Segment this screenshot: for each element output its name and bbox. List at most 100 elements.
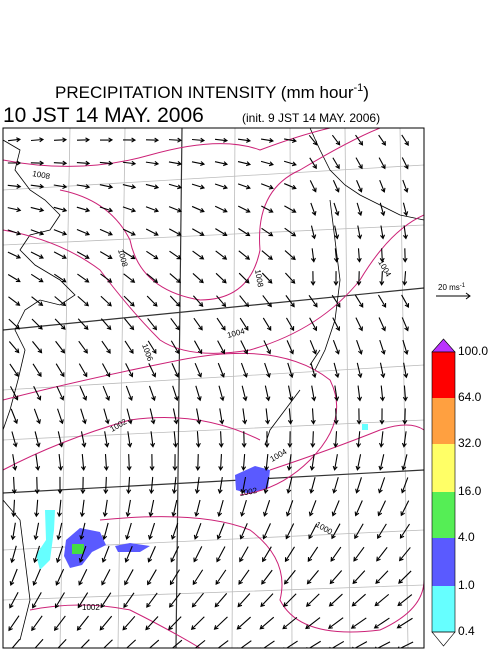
wind-arrow <box>403 362 409 379</box>
wind-arrow <box>168 616 182 631</box>
wind-arrow <box>147 318 158 331</box>
wind-arrow <box>328 640 345 648</box>
wind-arrow <box>124 569 134 586</box>
wind-arrow <box>31 296 44 307</box>
wind-arrow <box>306 570 319 585</box>
wind-arrow <box>287 408 293 425</box>
vector-key-text: 20 ms <box>438 283 460 292</box>
wind-vectors <box>7 134 414 648</box>
wind-arrow <box>7 207 22 213</box>
colorbar-label: 0.4 <box>458 624 475 638</box>
wind-arrow <box>356 271 362 286</box>
wind-arrow <box>102 385 110 401</box>
wind-arrow <box>310 408 316 425</box>
wind-arrow <box>149 476 155 495</box>
wind-arrow <box>195 431 201 448</box>
wind-arrow <box>238 250 251 260</box>
colorbar-frame <box>431 351 456 633</box>
wind-arrow <box>30 206 45 213</box>
wind-arrow <box>265 408 270 425</box>
wind-arrow <box>77 592 89 609</box>
wind-arrow <box>31 615 43 632</box>
wind-arrow <box>168 161 183 166</box>
title: PRECIPITATION INTENSITY (mm hour-1) <box>55 82 369 102</box>
wind-arrow <box>311 385 317 402</box>
wind-arrow <box>261 205 274 213</box>
wind-arrow <box>192 273 204 284</box>
wind-arrow <box>309 477 316 494</box>
wind-arrow <box>103 639 113 648</box>
wind-arrow <box>148 522 156 540</box>
wind-arrow <box>32 592 42 609</box>
wind-arrow <box>218 431 224 448</box>
wind-arrow <box>10 522 16 541</box>
wind-arrow <box>168 592 181 608</box>
wind-arrow <box>147 546 156 563</box>
wind-arrow <box>9 568 18 587</box>
wind-arrow <box>146 295 158 307</box>
wind-arrow <box>355 317 363 332</box>
wind-arrow <box>80 408 87 425</box>
wind-arrow <box>352 570 366 585</box>
wind-arrow <box>264 362 271 379</box>
wind-arrow <box>145 228 159 236</box>
wind-arrow <box>239 317 249 331</box>
wind-arrow <box>57 431 64 448</box>
wind-arrow <box>399 523 410 539</box>
wind-arrow <box>214 137 229 143</box>
wind-arrow <box>99 615 113 631</box>
wind-arrow <box>123 273 136 283</box>
wind-arrow <box>32 568 41 586</box>
wind-arrow <box>56 499 62 518</box>
vector-key-label: 20 ms-1 <box>438 283 466 292</box>
wind-arrow <box>400 500 410 517</box>
wind-arrow <box>77 273 90 283</box>
wind-arrow <box>149 408 156 425</box>
wind-arrow <box>124 318 135 331</box>
wind-arrow <box>397 594 413 607</box>
wind-arrow <box>7 137 22 143</box>
wind-arrow <box>378 157 386 170</box>
wind-arrow <box>283 640 298 648</box>
wind-arrow <box>56 385 65 401</box>
wind-arrow <box>78 545 87 564</box>
isobar-label: 1004 <box>269 447 289 464</box>
wind-arrow <box>283 160 297 167</box>
wind-arrow <box>310 202 317 217</box>
wind-arrow <box>237 640 252 648</box>
wind-arrow <box>260 137 274 143</box>
wind-arrow <box>351 641 368 648</box>
wind-arrow <box>53 229 68 236</box>
wind-arrow <box>54 273 67 283</box>
wind-arrow <box>169 250 182 260</box>
wind-arrow <box>125 522 132 541</box>
isobar-label: 1004 <box>376 259 393 279</box>
wind-arrow <box>332 454 338 471</box>
wind-arrow <box>30 183 45 189</box>
wind-arrow <box>374 641 391 648</box>
wind-arrow <box>398 547 411 562</box>
wind-arrow <box>77 295 90 307</box>
wind-arrow <box>378 454 385 471</box>
wind-arrow <box>58 454 64 471</box>
wind-arrow <box>191 161 206 167</box>
wind-arrow <box>193 522 202 540</box>
wind-arrow <box>80 639 90 648</box>
wind-arrow <box>282 616 298 630</box>
isobar-label: 1008 <box>32 169 52 181</box>
wind-arrow <box>334 225 340 240</box>
precip-area <box>362 424 368 430</box>
wind-arrow <box>145 183 160 190</box>
wind-arrow <box>239 523 248 540</box>
wind-arrow <box>309 317 318 332</box>
wind-arrow <box>169 273 181 284</box>
wind-arrow <box>103 408 110 425</box>
wind-arrow <box>329 570 343 585</box>
wind-arrow <box>306 640 321 648</box>
wind-arrow <box>216 546 226 563</box>
wind-arrow <box>7 274 21 283</box>
wind-arrow <box>80 431 87 448</box>
precip-area <box>115 543 150 552</box>
precip-area <box>72 544 84 554</box>
wind-arrow <box>333 362 340 379</box>
